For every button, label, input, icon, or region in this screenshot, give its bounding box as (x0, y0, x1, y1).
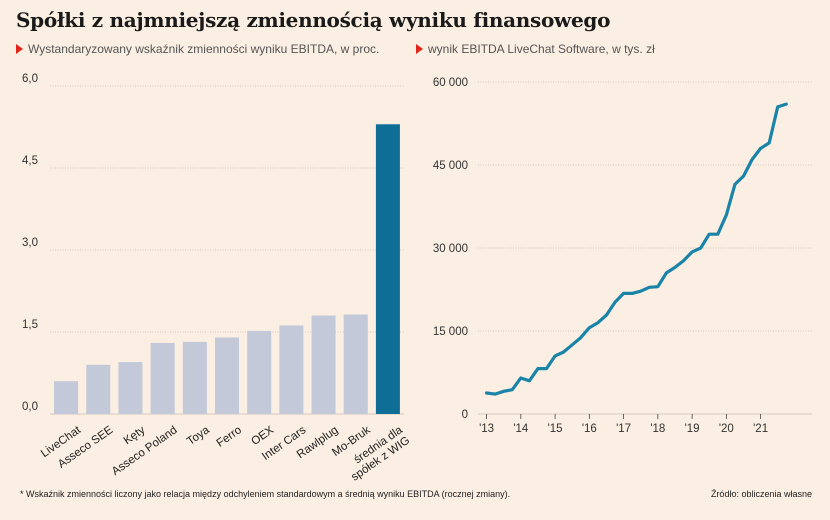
right-chart-subtitle-text: wynik EBITDA LiveChat Software, w tys. z… (428, 42, 655, 56)
line-xtick-label: '15 (548, 423, 563, 435)
bar (150, 342, 175, 414)
bar-category-label: Toya (185, 424, 212, 448)
bar-ytick-label: 1,5 (22, 319, 38, 331)
line-xtick-label: '20 (719, 423, 734, 435)
line-xtick-label: '19 (685, 423, 700, 435)
bar (279, 325, 304, 414)
line-xtick-label: '18 (650, 423, 665, 435)
bar (86, 364, 111, 414)
bar (311, 315, 336, 414)
bar (182, 341, 207, 414)
line-xtick-label: '16 (582, 423, 597, 435)
line-xtick-label: '17 (616, 423, 631, 435)
bar-ytick-label: 0,0 (22, 401, 38, 413)
page-title: Spółki z najmniejszą zmiennością wyniku … (16, 8, 611, 32)
bar-category-label-line: Ferro (215, 424, 244, 450)
line-ytick-label: 0 (462, 409, 468, 421)
bar-ytick-label: 6,0 (22, 73, 38, 85)
bar (54, 381, 79, 414)
line-ytick-label: 15 000 (433, 326, 468, 338)
bar (247, 330, 272, 414)
footnote: * Wskaźnik zmienności liczony jako relac… (20, 489, 511, 499)
bar (343, 314, 368, 414)
bar-ytick-label: 4,5 (22, 155, 38, 167)
bar (118, 362, 143, 414)
line-ytick-label: 60 000 (433, 77, 468, 89)
red-triangle-icon (416, 44, 423, 54)
line-ytick-label: 30 000 (433, 243, 468, 255)
line-xtick-label: '13 (479, 423, 494, 435)
line-chart: 0 15 000 30 000 45 000 60 000 '13 '14 '15 '16 '17… (433, 77, 812, 435)
right-chart-subtitle: wynik EBITDA LiveChat Software, w tys. z… (416, 42, 655, 56)
left-chart-subtitle: Wystandaryzowany wskaźnik zmienności wyn… (16, 42, 379, 56)
left-chart-subtitle-text: Wystandaryzowany wskaźnik zmienności wyn… (28, 42, 380, 56)
red-triangle-icon (16, 44, 23, 54)
bar-ytick-label: 3,0 (22, 237, 38, 249)
source-note: Źródło: obliczenia własne (710, 489, 812, 499)
line-xtick-label: '14 (513, 423, 529, 435)
bar-category-label-line: Toya (185, 424, 212, 448)
bar (215, 337, 239, 414)
bar (375, 124, 400, 415)
line-xtick-label: '21 (753, 423, 768, 435)
line-ytick-label: 45 000 (433, 160, 468, 172)
series-line (485, 102, 788, 396)
bar-category-label: Ferro (215, 424, 244, 450)
